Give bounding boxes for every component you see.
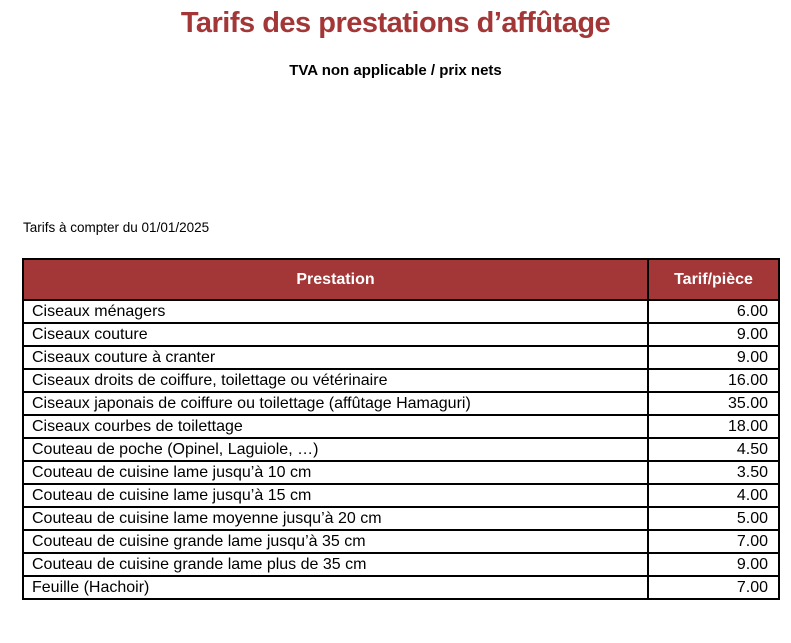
tarif-cell: 9.00 [647, 345, 780, 370]
tarif-cell: 3.50 [647, 460, 780, 485]
prestation-cell: Ciseaux couture [22, 322, 649, 347]
header-prestation: Prestation [22, 258, 649, 301]
prestation-cell: Couteau de poche (Opinel, Laguiole, …) [22, 437, 649, 462]
table-row: Ciseaux ménagers 6.00 [22, 299, 780, 324]
table-row: Ciseaux droits de coiffure, toilettage o… [22, 368, 780, 393]
table-body: Ciseaux ménagers 6.00 Ciseaux couture 9.00 C… [22, 299, 780, 600]
table-row: Couteau de cuisine lame jusqu’à 10 cm 3.5… [22, 460, 780, 485]
tarif-cell: 35.00 [647, 391, 780, 416]
prestation-cell: Couteau de cuisine lame jusqu’à 15 cm [22, 483, 649, 508]
table-row: Ciseaux couture 9.00 [22, 322, 780, 347]
table-row: Couteau de cuisine grande lame jusqu’à 3… [22, 529, 780, 554]
prestation-cell: Couteau de cuisine lame moyenne jusqu’à … [22, 506, 649, 531]
prestation-cell: Couteau de cuisine grande lame plus de 3… [22, 552, 649, 577]
prestation-cell: Ciseaux droits de coiffure, toilettage o… [22, 368, 649, 393]
page-subtitle: TVA non applicable / prix nets [289, 62, 502, 79]
tarif-cell: 6.00 [647, 299, 780, 324]
tarif-cell: 18.00 [647, 414, 780, 439]
prestation-cell: Feuille (Hachoir) [22, 575, 649, 600]
prestation-cell: Couteau de cuisine lame jusqu’à 10 cm [22, 460, 649, 485]
tarif-cell: 7.00 [647, 575, 780, 600]
table-header-row: Prestation Tarif/pièce [22, 258, 780, 301]
prestation-cell: Ciseaux couture à cranter [22, 345, 649, 370]
effective-date-note: Tarifs à compter du 01/01/2025 [23, 220, 210, 235]
prestation-cell: Ciseaux courbes de toilettage [22, 414, 649, 439]
tarif-cell: 4.50 [647, 437, 780, 462]
tarif-cell: 16.00 [647, 368, 780, 393]
table-row: Ciseaux japonais de coiffure ou toiletta… [22, 391, 780, 416]
table-row: Ciseaux courbes de toilettage 18.00 [22, 414, 780, 439]
tarif-cell: 9.00 [647, 322, 780, 347]
header-tarif: Tarif/pièce [647, 258, 780, 301]
price-table: Prestation Tarif/pièce Ciseaux ménagers 6… [22, 258, 780, 600]
table-row: Couteau de poche (Opinel, Laguiole, …) 4.… [22, 437, 780, 462]
table-row: Feuille (Hachoir) 7.00 [22, 575, 780, 600]
prestation-cell: Ciseaux japonais de coiffure ou toiletta… [22, 391, 649, 416]
tarif-cell: 4.00 [647, 483, 780, 508]
tarif-cell: 5.00 [647, 506, 780, 531]
table-row: Ciseaux couture à cranter 9.00 [22, 345, 780, 370]
table-row: Couteau de cuisine lame moyenne jusqu’à … [22, 506, 780, 531]
tarif-cell: 9.00 [647, 552, 780, 577]
table-row: Couteau de cuisine lame jusqu’à 15 cm 4.0… [22, 483, 780, 508]
prestation-cell: Couteau de cuisine grande lame jusqu’à 3… [22, 529, 649, 554]
tarif-cell: 7.00 [647, 529, 780, 554]
prestation-cell: Ciseaux ménagers [22, 299, 649, 324]
page-title: Tarifs des prestations d’affûtage [180, 7, 611, 39]
table-row: Couteau de cuisine grande lame plus de 3… [22, 552, 780, 577]
